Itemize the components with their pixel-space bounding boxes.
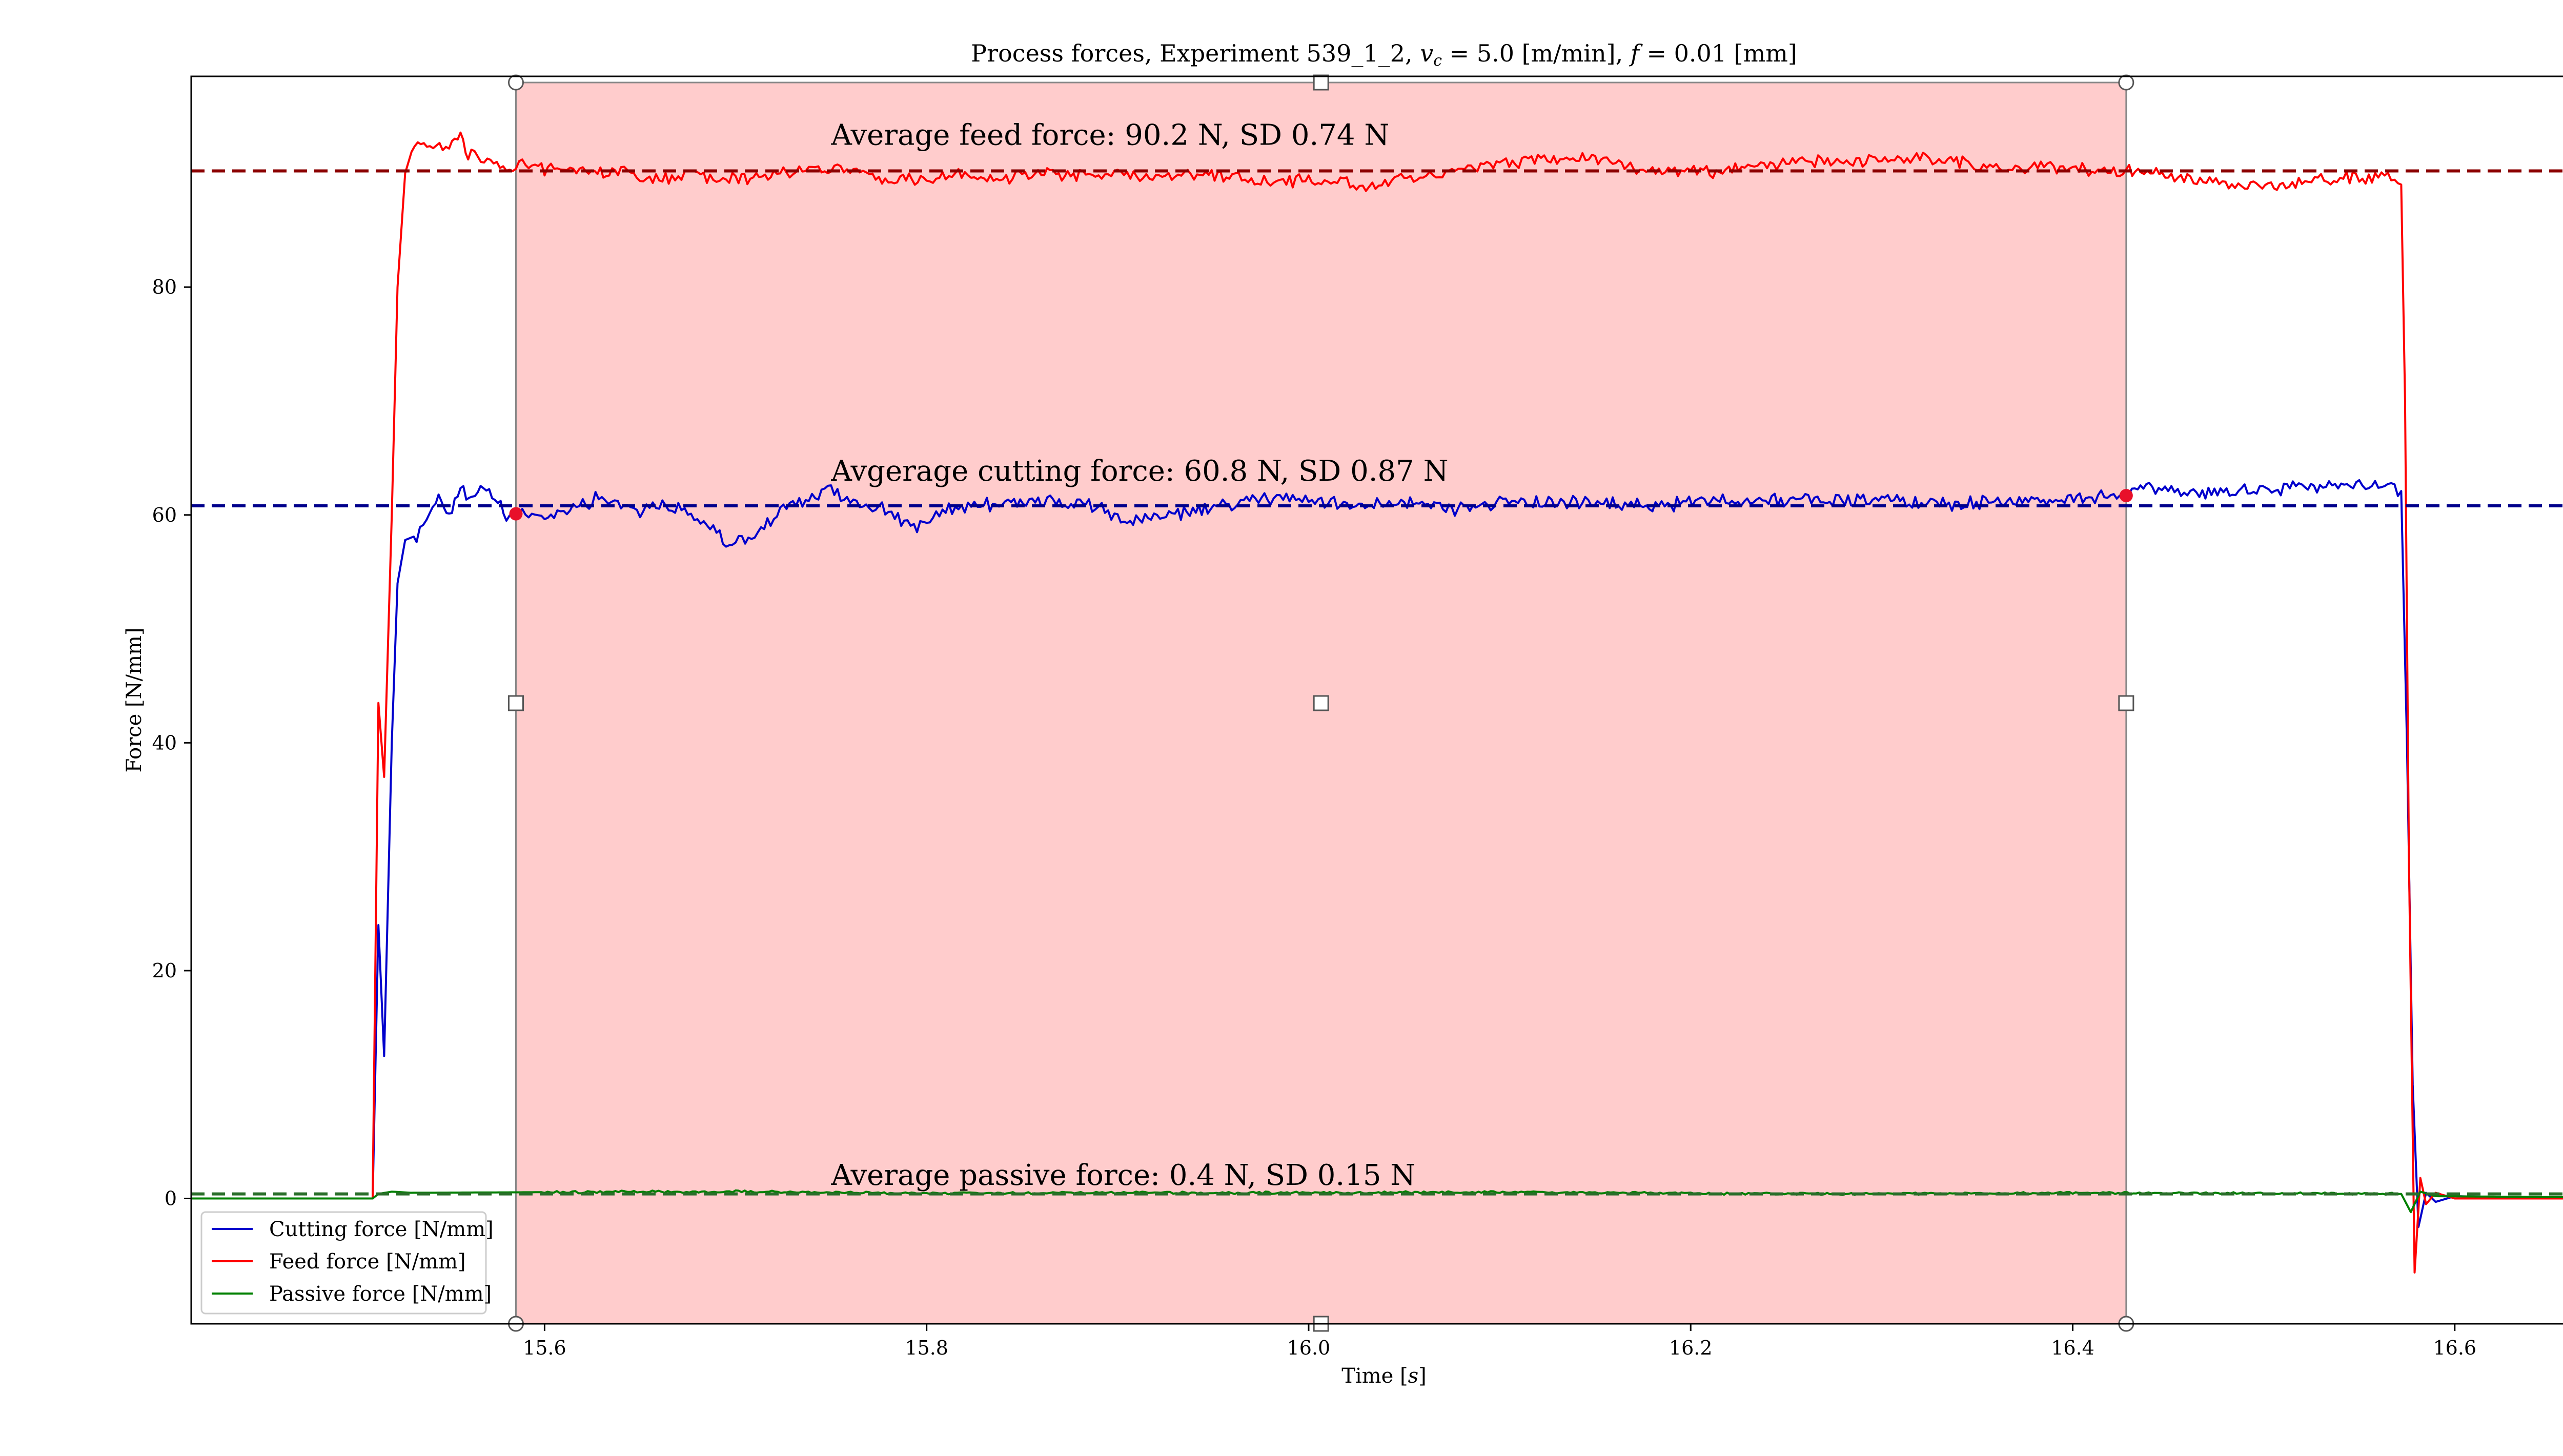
y-tick-label: 0 <box>165 1187 177 1209</box>
x-axis: 15.6 15.8 16.0 16.2 16.4 16.6 <box>523 1324 2476 1359</box>
series-line-cutting <box>191 479 2563 1228</box>
x-tick-label: 16.2 <box>1669 1337 1713 1359</box>
legend-label-feed: Feed force [N/mm] <box>269 1250 466 1274</box>
x-tick-label: 16.0 <box>1287 1337 1331 1359</box>
region-edge-handle[interactable] <box>507 695 524 711</box>
selection-marker[interactable] <box>509 507 523 521</box>
x-tick-label: 16.6 <box>2433 1337 2476 1359</box>
region-corner-handle[interactable] <box>507 74 524 91</box>
selection-marker[interactable] <box>2119 489 2133 503</box>
y-tick-label: 40 <box>152 731 177 754</box>
annotation-feed-average: Average feed force: 90.2 N, SD 0.74 N <box>830 118 1389 152</box>
y-tick-label: 60 <box>152 504 177 526</box>
chart-title: Process forces, Experiment 539_1_2, vc =… <box>971 39 1797 70</box>
legend-label-passive: Passive force [N/mm] <box>269 1282 492 1306</box>
x-axis-label: Time [s] <box>1341 1364 1427 1388</box>
region-corner-handle[interactable] <box>2118 74 2134 91</box>
y-tick-label: 20 <box>152 959 177 982</box>
legend-box <box>200 1211 487 1315</box>
y-axis: 0 20 40 60 80 <box>152 276 191 1209</box>
plot-area <box>191 74 2563 1332</box>
y-tick-label: 80 <box>152 276 177 298</box>
region-edge-handle[interactable] <box>2118 695 2134 711</box>
legend: Cutting force [N/mm] Feed force [N/mm] P… <box>200 1211 494 1315</box>
legend-label-cutting: Cutting force [N/mm] <box>269 1218 494 1241</box>
x-tick-label: 16.4 <box>2051 1337 2094 1359</box>
annotation-passive-average: Average passive force: 0.4 N, SD 0.15 N <box>830 1159 1415 1192</box>
x-tick-label: 15.8 <box>905 1337 948 1359</box>
axes-frame <box>190 75 2563 1325</box>
x-tick-label: 15.6 <box>523 1337 566 1359</box>
region-edge-handle[interactable] <box>1313 74 1329 91</box>
series-line-feed <box>191 131 2563 1274</box>
region-edge-handle[interactable] <box>1313 695 1329 711</box>
y-axis-label: Force [N/mm] <box>123 627 146 772</box>
annotation-cutting-average: Avgerage cutting force: 60.8 N, SD 0.87 … <box>830 455 1448 488</box>
